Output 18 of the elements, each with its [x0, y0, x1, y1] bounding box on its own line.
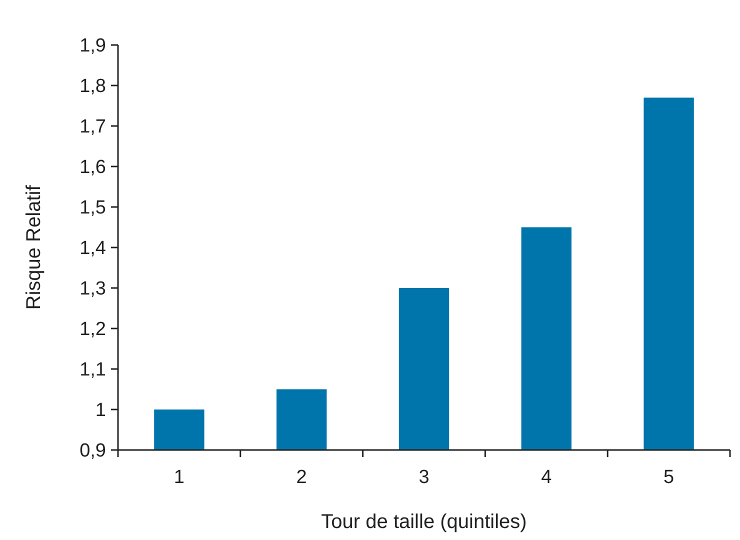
y-tick-label: 1,2	[80, 319, 106, 340]
y-tick-label: 1,7	[80, 116, 106, 138]
x-axis-title: Tour de taille (quintiles)	[321, 511, 527, 533]
y-tick-label: 1,4	[80, 238, 106, 260]
y-axis-title: Risque Relatif	[23, 184, 45, 310]
x-tick-label: 2	[296, 467, 307, 488]
x-tick-label: 5	[664, 467, 674, 488]
x-tick-label: 3	[418, 467, 430, 488]
y-tick-label: 1,5	[80, 198, 106, 219]
y-tick-label: 1,1	[80, 360, 106, 381]
x-tick-label: 4	[541, 467, 552, 488]
y-tick-label: 0,9	[80, 440, 106, 462]
y-tick-label: 1,6	[80, 157, 106, 178]
y-tick-label: 1,3	[80, 278, 106, 300]
x-tick-label: 1	[174, 467, 184, 488]
y-tick-label: 1,9	[80, 36, 106, 57]
y-tick-label: 1	[95, 400, 106, 422]
y-tick-label: 1,8	[80, 76, 106, 98]
